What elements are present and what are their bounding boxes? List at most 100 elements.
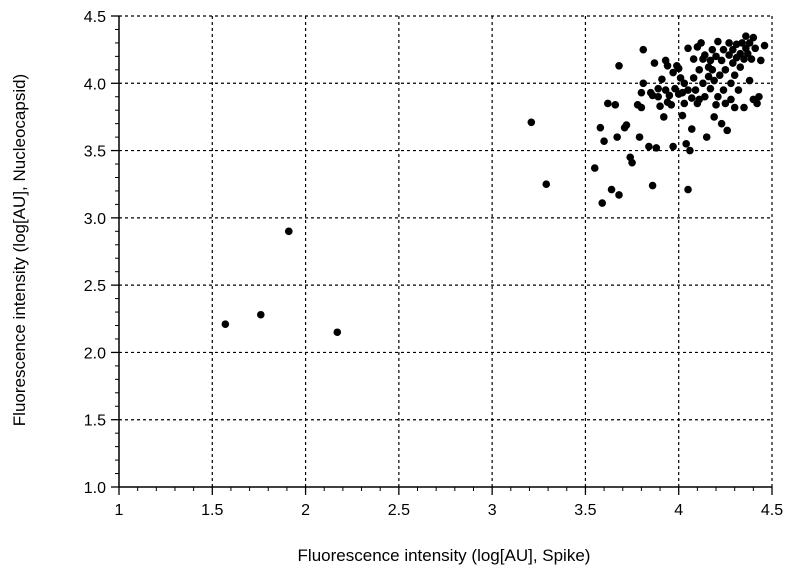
data-point bbox=[727, 79, 735, 88]
data-point bbox=[221, 320, 230, 328]
data-point bbox=[658, 75, 666, 84]
data-point bbox=[615, 61, 623, 70]
data-point bbox=[701, 51, 709, 59]
data-point bbox=[747, 55, 756, 63]
y-tick-label: 4.0 bbox=[84, 76, 106, 93]
data-point bbox=[715, 71, 724, 80]
data-point bbox=[678, 111, 687, 120]
x-tick-label: 1 bbox=[115, 502, 124, 519]
data-point bbox=[613, 133, 621, 141]
data-point bbox=[628, 158, 636, 167]
y-tick-label: 3.5 bbox=[84, 144, 106, 161]
data-point bbox=[699, 79, 707, 88]
data-point bbox=[639, 45, 648, 54]
y-tick-label: 4.5 bbox=[84, 9, 106, 26]
data-point bbox=[680, 79, 689, 88]
data-points bbox=[221, 32, 769, 337]
data-point bbox=[740, 103, 748, 112]
y-tick-label: 2.0 bbox=[84, 345, 106, 362]
data-point bbox=[697, 39, 705, 47]
data-point bbox=[712, 101, 720, 109]
data-point bbox=[729, 45, 737, 54]
x-tick-label: 1.5 bbox=[201, 502, 223, 519]
data-point bbox=[684, 86, 692, 94]
data-point bbox=[708, 66, 717, 74]
data-point bbox=[665, 91, 674, 100]
data-point bbox=[607, 185, 616, 194]
x-tick-label: 2 bbox=[301, 502, 310, 519]
data-point bbox=[717, 56, 726, 65]
data-point bbox=[604, 99, 612, 108]
data-point bbox=[611, 101, 620, 109]
axes bbox=[118, 16, 772, 488]
data-point bbox=[680, 99, 689, 108]
data-point bbox=[725, 39, 733, 47]
data-point bbox=[714, 92, 722, 101]
data-point bbox=[738, 39, 746, 47]
data-point bbox=[687, 94, 696, 102]
data-point bbox=[719, 45, 728, 54]
data-point bbox=[753, 99, 761, 108]
axis-ticks bbox=[111, 15, 773, 495]
data-point bbox=[615, 191, 623, 199]
data-point bbox=[674, 64, 683, 73]
data-point bbox=[684, 44, 692, 53]
data-point bbox=[721, 66, 730, 74]
data-point bbox=[736, 63, 745, 71]
data-point bbox=[669, 68, 677, 77]
data-point bbox=[639, 79, 648, 88]
data-point bbox=[704, 72, 713, 81]
data-point bbox=[333, 328, 342, 337]
data-point bbox=[590, 164, 599, 172]
data-point bbox=[745, 76, 754, 85]
data-point bbox=[721, 99, 730, 108]
data-point bbox=[751, 44, 760, 53]
data-point bbox=[648, 181, 657, 190]
y-tick-label: 3.0 bbox=[84, 211, 106, 228]
data-point bbox=[725, 51, 733, 59]
data-point bbox=[729, 59, 737, 67]
x-axis-title: Fluorescence intensity (log[AU], Spike) bbox=[298, 546, 591, 565]
data-point bbox=[652, 144, 661, 152]
data-point bbox=[542, 180, 551, 189]
data-point bbox=[661, 86, 670, 94]
x-tick-label: 2.5 bbox=[388, 502, 410, 519]
data-point bbox=[719, 86, 728, 94]
y-tick-label: 2.5 bbox=[84, 278, 106, 295]
data-point bbox=[717, 119, 726, 128]
data-point bbox=[637, 103, 646, 112]
data-point bbox=[687, 125, 696, 133]
data-point bbox=[667, 101, 676, 109]
data-point bbox=[708, 45, 717, 54]
data-point bbox=[712, 52, 720, 61]
data-point bbox=[689, 74, 698, 82]
data-point bbox=[676, 74, 685, 82]
data-point bbox=[654, 92, 662, 101]
data-point bbox=[659, 113, 668, 121]
x-tick-label: 4.5 bbox=[761, 502, 783, 519]
data-point bbox=[682, 140, 690, 148]
data-point bbox=[596, 123, 605, 132]
data-point bbox=[671, 84, 679, 93]
data-point bbox=[730, 103, 739, 112]
data-point bbox=[527, 118, 536, 127]
data-point bbox=[654, 84, 662, 93]
data-point bbox=[734, 86, 743, 94]
data-point bbox=[743, 49, 752, 58]
data-point bbox=[706, 56, 715, 65]
data-point bbox=[600, 137, 608, 145]
data-point bbox=[714, 37, 722, 46]
data-point bbox=[701, 92, 709, 101]
y-tick-label: 1.0 bbox=[84, 480, 106, 497]
data-point bbox=[598, 199, 607, 207]
data-point bbox=[736, 49, 745, 58]
data-point bbox=[256, 310, 265, 319]
data-point bbox=[727, 95, 735, 104]
data-point bbox=[710, 76, 718, 85]
x-tick-label: 3.5 bbox=[574, 502, 596, 519]
data-point bbox=[669, 142, 677, 151]
data-point bbox=[760, 41, 769, 50]
data-point bbox=[645, 142, 653, 151]
data-point bbox=[689, 55, 698, 63]
